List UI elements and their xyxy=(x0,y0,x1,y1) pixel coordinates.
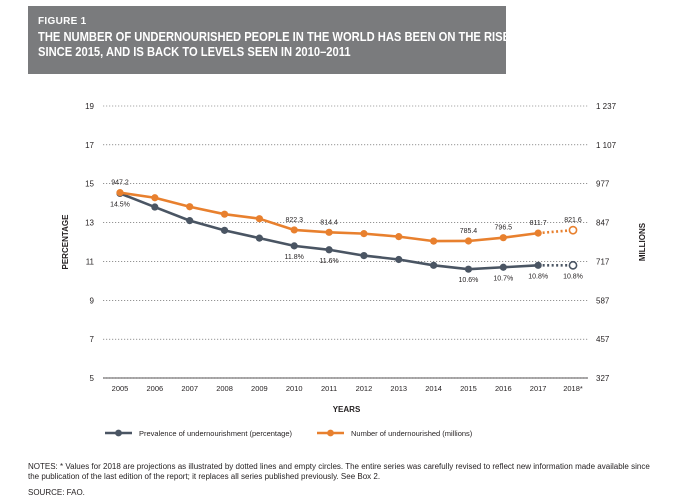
source-text: SOURCE: FAO. xyxy=(28,488,85,497)
x-tick-label: 2005 xyxy=(112,384,129,393)
notes-text: NOTES: * Values for 2018 are projections… xyxy=(28,462,650,481)
x-tick-label: 2014 xyxy=(425,384,442,393)
data-point xyxy=(360,230,368,238)
prevalence-data-label: 10.8% xyxy=(563,273,583,280)
figure-label: FIGURE 1 xyxy=(38,16,87,27)
y-right-tick-label: 587 xyxy=(596,296,610,305)
legend-label-number: Number of undernourished (millions) xyxy=(351,429,473,438)
y-right-tick-label: 1 107 xyxy=(596,141,617,150)
data-point xyxy=(499,234,507,242)
prevalence-data-label: 11.8% xyxy=(285,254,304,261)
prevalence-data-label: 10.8% xyxy=(528,273,548,280)
data-point xyxy=(430,261,438,269)
number-data-label: 796.5 xyxy=(495,225,513,232)
prevalence-data-label: 10.7% xyxy=(493,275,513,282)
data-point xyxy=(464,265,473,273)
x-tick-label: 2012 xyxy=(356,384,373,393)
x-tick-label: 2017 xyxy=(530,384,547,393)
number-data-label: 821.6 xyxy=(564,217,582,224)
x-tick-label: 2015 xyxy=(460,384,477,393)
x-axis-title: YEARS xyxy=(333,405,361,414)
prevalence-data-label: 14.5% xyxy=(110,201,130,208)
y-right-tick-label: 717 xyxy=(596,257,610,266)
number-data-label: 785.4 xyxy=(460,228,478,235)
figure-title-line-1: THE NUMBER OF UNDERNOURISHED PEOPLE IN T… xyxy=(38,29,511,44)
data-point xyxy=(220,226,229,234)
y-left-tick-label: 17 xyxy=(85,141,94,150)
data-point-projected xyxy=(568,225,578,235)
y-right-axis-title: MILLIONS xyxy=(638,222,647,261)
x-tick-label: 2009 xyxy=(251,384,268,393)
y-left-tick-label: 9 xyxy=(90,296,95,305)
y-right-tick-label: 977 xyxy=(596,180,610,189)
data-point xyxy=(360,252,368,260)
x-tick-label: 2018* xyxy=(563,384,583,393)
legend: Prevalence of undernourishment (percenta… xyxy=(105,429,473,438)
data-point-projected xyxy=(568,260,578,270)
data-point xyxy=(290,242,298,250)
data-point xyxy=(395,255,403,264)
data-point xyxy=(116,189,124,197)
y-left-axis-title: PERCENTAGE xyxy=(61,214,70,270)
number-data-label: 947.2 xyxy=(111,180,129,187)
legend-marker-prevalence xyxy=(115,429,122,437)
y-right-tick-label: 327 xyxy=(596,374,610,383)
data-point xyxy=(464,237,473,245)
data-point xyxy=(255,215,263,223)
number-data-label: 822.3 xyxy=(285,217,303,224)
number-data-label: 811.7 xyxy=(530,220,547,227)
data-point xyxy=(430,237,438,245)
y-left-tick-label: 11 xyxy=(86,257,95,266)
y-right-tick-label: 457 xyxy=(596,335,610,344)
data-point xyxy=(499,263,507,271)
y-left-tick-label: 13 xyxy=(85,219,94,228)
x-tick-label: 2013 xyxy=(390,384,407,393)
data-point xyxy=(186,203,194,211)
y-left-tick-label: 19 xyxy=(85,102,94,111)
prevalence-data-label: 11.6% xyxy=(319,258,338,265)
data-point xyxy=(220,210,229,218)
data-point xyxy=(151,203,159,211)
data-labels: 14.5% 11.8% 11.6% 10.6% 10.7% 10.8% 10.8% 947.2… xyxy=(110,180,583,285)
series xyxy=(116,189,578,273)
data-point xyxy=(255,234,263,242)
axes: 5 327 7 457 9 587 11 717 13 847 15 977 17 1 107 19 1 23… xyxy=(61,102,647,414)
footnote: NOTES: * Values for 2018 are projections… xyxy=(28,462,658,482)
figure-banner: FIGURE 1 THE NUMBER OF UNDERNOURISHED PE… xyxy=(28,6,511,74)
x-tick-label: 2010 xyxy=(286,384,303,393)
line-chart: 5 327 7 457 9 587 11 717 13 847 15 977 17 1 107 19 1 23… xyxy=(61,102,647,438)
x-tick-label: 2008 xyxy=(216,384,233,393)
data-point xyxy=(325,246,333,254)
x-tick-label: 2006 xyxy=(147,384,164,393)
legend-label-prevalence: Prevalence of undernourishment (percenta… xyxy=(139,429,293,438)
data-point xyxy=(395,233,403,241)
x-tick-label: 2016 xyxy=(495,384,512,393)
data-point xyxy=(290,226,298,234)
x-tick-label: 2007 xyxy=(181,384,198,393)
data-point xyxy=(534,229,542,237)
prevalence-data-label: 10.6% xyxy=(459,277,479,284)
gridlines xyxy=(103,105,588,379)
figure-title: THE NUMBER OF UNDERNOURISHED PEOPLE IN T… xyxy=(38,29,511,59)
x-tick-label: 2011 xyxy=(321,384,337,393)
y-right-tick-label: 847 xyxy=(596,219,610,228)
y-right-tick-label: 1 237 xyxy=(596,102,617,111)
number-data-label: 814.4 xyxy=(320,219,338,226)
data-point xyxy=(151,194,159,202)
data-point xyxy=(325,228,333,236)
y-left-tick-label: 5 xyxy=(90,374,95,383)
legend-marker-number xyxy=(327,429,334,437)
figure-title-line-2: SINCE 2015, AND IS BACK TO LEVELS SEEN I… xyxy=(38,44,351,59)
series-projection-line xyxy=(538,228,574,235)
data-point xyxy=(534,261,542,269)
y-left-tick-label: 15 xyxy=(85,180,94,189)
y-left-tick-label: 7 xyxy=(90,335,95,344)
data-point xyxy=(186,217,194,225)
